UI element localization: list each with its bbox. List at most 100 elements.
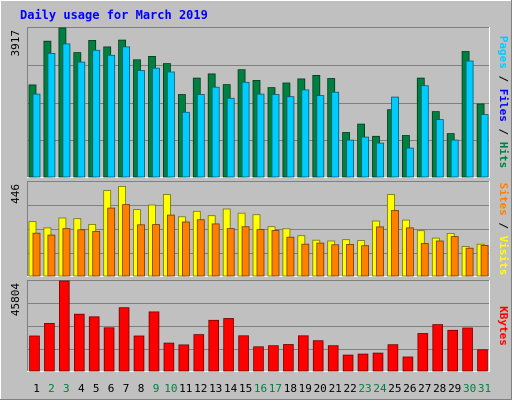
day-label-27: 27 (418, 382, 431, 395)
bar-visits-sites-day-16-s1 (256, 229, 265, 277)
side-legend: Sites / Visits (497, 183, 510, 276)
bar-hits-files-pages-day-11-s1 (181, 111, 190, 178)
bar-hits-files-pages-day-26-s1 (405, 147, 414, 178)
bar-kbytes-day-16-s0 (253, 346, 264, 372)
bar-kbytes-day-15-s0 (238, 335, 249, 372)
bar-visits-sites-day-3-s1 (62, 228, 71, 277)
bar-kbytes-day-2-s0 (44, 322, 55, 372)
bar-hits-files-pages-day-29-s1 (450, 139, 459, 178)
bar-visits-sites-day-23-s1 (361, 245, 370, 277)
bar-hits-files-pages-day-3-s1 (62, 43, 71, 178)
bar-hits-files-pages-day-9-s1 (152, 67, 160, 178)
bar-visits-sites-day-1-s1 (32, 232, 41, 277)
bar-hits-files-pages-day-10-s1 (166, 71, 175, 178)
day-label-2: 2 (48, 382, 55, 395)
bar-kbytes-day-21-s0 (327, 345, 339, 372)
bar-hits-files-pages-day-31-s1 (480, 114, 489, 178)
day-label-21: 21 (329, 382, 342, 395)
day-label-7: 7 (123, 382, 130, 395)
bar-hits-files-pages-day-21-s1 (331, 91, 340, 178)
legend-entry-3: / (497, 122, 510, 142)
bar-hits-files-pages-day-5-s1 (92, 49, 101, 178)
bar-visits-sites-day-6-s1 (107, 207, 116, 277)
day-label-8: 8 (138, 382, 145, 395)
bar-visits-sites-day-20-s1 (316, 242, 325, 277)
bar-kbytes-day-13-s0 (208, 319, 220, 372)
bar-visits-sites-day-13-s1 (211, 223, 220, 277)
day-label-30: 30 (463, 382, 476, 395)
bar-visits-sites-day-21-s1 (331, 244, 340, 277)
bar-hits-files-pages-day-23-s1 (361, 136, 370, 178)
legend-entry-0: Sites (497, 183, 510, 216)
bar-kbytes-day-11-s0 (178, 344, 190, 372)
day-label-5: 5 (93, 382, 100, 395)
bar-visits-sites-day-5-s1 (92, 231, 101, 277)
day-label-25: 25 (388, 382, 401, 395)
axis-max-label: 446 (9, 184, 22, 204)
side-legend: Pages / Files / Hits (497, 36, 510, 169)
bar-visits-sites-day-25-s1 (391, 210, 399, 277)
day-label-28: 28 (433, 382, 446, 395)
bar-visits-sites-day-4-s1 (77, 229, 86, 277)
bar-kbytes-day-9-s0 (148, 311, 160, 372)
bar-hits-files-pages-day-2-s1 (47, 53, 56, 178)
bar-visits-sites-day-31-s1 (480, 244, 489, 277)
panel-kbytes: 45804 KBytes (9, 280, 510, 372)
bar-hits-files-pages-day-22-s1 (346, 139, 355, 178)
day-label-14: 14 (224, 382, 238, 395)
day-label-29: 29 (448, 382, 461, 395)
bar-kbytes-day-25-s0 (387, 344, 399, 372)
day-label-19: 19 (299, 382, 312, 395)
bar-kbytes-day-23-s0 (357, 353, 369, 372)
day-label-15: 15 (239, 382, 252, 395)
bar-kbytes-day-6-s0 (103, 327, 115, 372)
day-label-17: 17 (269, 382, 282, 395)
bar-hits-files-pages-day-1-s1 (32, 93, 41, 178)
bar-hits-files-pages-day-13-s1 (211, 86, 220, 178)
bar-visits-sites-day-15-s1 (241, 226, 250, 277)
bar-visits-sites-day-18-s1 (286, 236, 295, 277)
legend-entry-1: / (497, 69, 510, 89)
day-label-1: 1 (33, 382, 40, 395)
axis-max-label: 3917 (9, 30, 22, 57)
bar-hits-files-pages-day-12-s1 (196, 94, 205, 178)
bar-kbytes-day-3-s0 (59, 280, 70, 372)
bar-kbytes-day-14-s0 (223, 318, 234, 372)
chart-title: Daily usage for March 2019 (20, 8, 208, 22)
bar-kbytes-day-28-s0 (432, 324, 443, 372)
day-label-31: 31 (478, 382, 491, 395)
legend-entry-2: Files (497, 89, 510, 122)
bar-hits-files-pages-day-7-s1 (122, 46, 130, 178)
bar-hits-files-pages-day-20-s1 (316, 95, 325, 178)
day-label-13: 13 (209, 382, 222, 395)
day-label-10: 10 (164, 382, 177, 395)
bar-hits-files-pages-day-15-s1 (241, 81, 250, 178)
bar-kbytes-day-22-s0 (342, 354, 354, 372)
bar-visits-sites-day-30-s1 (465, 247, 474, 277)
day-label-16: 16 (254, 382, 267, 395)
day-label-6: 6 (108, 382, 115, 395)
day-label-9: 9 (153, 382, 160, 395)
bar-visits-sites-day-24-s1 (376, 226, 384, 277)
bar-hits-files-pages-day-14-s1 (226, 97, 235, 178)
bar-hits-files-pages-day-19-s1 (301, 89, 310, 178)
bar-hits-files-pages-day-24-s1 (376, 142, 384, 178)
bar-visits-sites-day-28-s1 (435, 240, 444, 277)
bar-kbytes-day-24-s0 (372, 352, 384, 372)
bar-visits-sites-day-22-s1 (346, 243, 355, 277)
bar-visits-sites-day-12-s1 (196, 219, 205, 277)
bar-kbytes-day-20-s0 (312, 340, 324, 372)
day-label-22: 22 (343, 382, 356, 395)
legend-entry-1: / (497, 216, 510, 236)
bar-hits-files-pages-day-25-s1 (391, 96, 399, 178)
bar-kbytes-day-4-s0 (74, 313, 85, 372)
day-label-11: 11 (179, 382, 192, 395)
bar-visits-sites-day-9-s1 (152, 224, 160, 277)
bar-visits-sites-day-11-s1 (181, 221, 190, 277)
bar-hits-files-pages-day-30-s1 (465, 60, 474, 178)
bar-kbytes-day-17-s0 (268, 345, 279, 372)
bar-visits-sites-day-7-s1 (122, 204, 130, 277)
legend-entry-0: Pages (497, 36, 510, 69)
bar-hits-files-pages-day-16-s1 (256, 93, 265, 178)
